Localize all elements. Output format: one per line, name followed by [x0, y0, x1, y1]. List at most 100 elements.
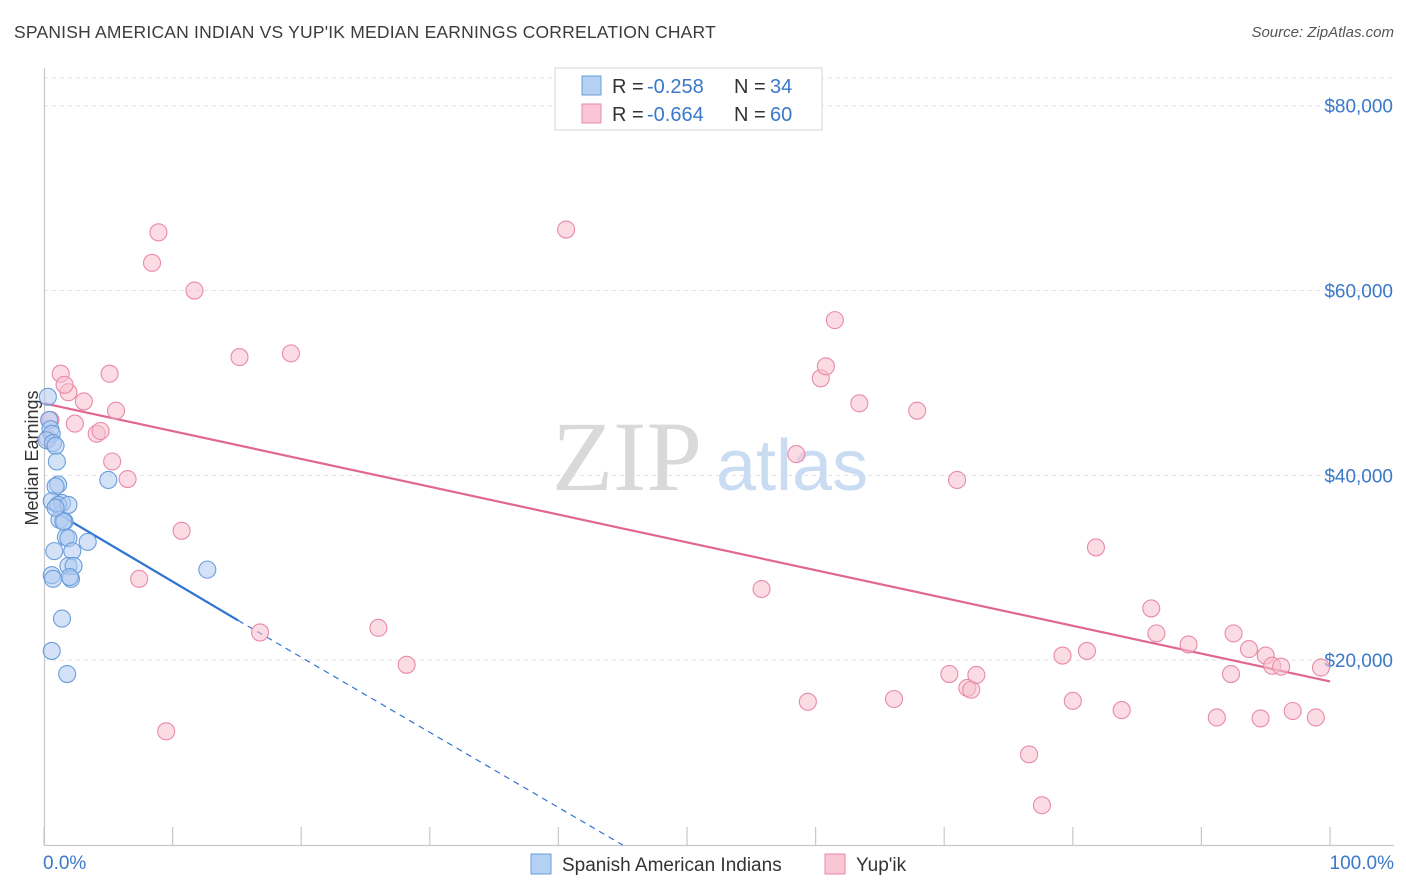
data-point-spanish-american-indians [198, 560, 217, 579]
data-point-yupik [74, 392, 93, 411]
data-point-yupik [787, 445, 806, 464]
data-point-yupik [908, 401, 927, 420]
data-point-yupik [967, 665, 986, 685]
data-point-spanish-american-indians [99, 470, 118, 490]
data-point-yupik [149, 223, 168, 242]
data-point-spanish-american-indians [54, 512, 73, 531]
trend-lines [43, 402, 1331, 846]
data-point-yupik [103, 452, 122, 471]
y-tick-label: $20,000 [1324, 651, 1393, 672]
data-point-yupik [1032, 796, 1051, 815]
data-point-yupik [884, 689, 904, 709]
data-point-spanish-american-indians [46, 436, 65, 455]
data-point-yupik [281, 344, 300, 363]
source-label: Source: ZipAtlas.com [1251, 24, 1394, 41]
y-tick-label: $40,000 [1324, 466, 1393, 487]
x-tick-label-max: 100.0% [1330, 853, 1395, 874]
data-point-yupik [100, 364, 119, 383]
data-point-yupik [106, 401, 126, 420]
data-point-yupik [940, 664, 959, 684]
series-legend: Spanish American Indians Yup'ik [530, 853, 907, 876]
data-point-yupik [1053, 646, 1072, 665]
data-point-yupik [1306, 708, 1325, 727]
series-legend-label: Spanish American Indians [562, 855, 782, 876]
data-point-spanish-american-indians [60, 567, 79, 587]
data-point-yupik [91, 421, 110, 441]
legend-swatch-pink [581, 103, 602, 124]
data-point-spanish-american-indians [38, 387, 57, 406]
series-legend-swatch-blue [530, 853, 552, 875]
data-point-yupik [825, 311, 844, 330]
y-tick-label: $60,000 [1324, 282, 1393, 303]
trend-line-extension [237, 619, 624, 846]
data-point-yupik [157, 722, 176, 741]
data-point-spanish-american-indians [42, 641, 61, 660]
data-point-yupik [1179, 635, 1198, 654]
data-point-yupik [948, 470, 967, 490]
legend-n-label: N = [734, 76, 766, 98]
correlation-legend: R = -0.258 N = 34 R = -0.664 N = 60 [554, 67, 823, 131]
trend-line-spanish-american-indians [47, 506, 239, 622]
series-legend-swatch-pink [824, 853, 846, 875]
data-point-yupik [65, 414, 84, 433]
data-point-spanish-american-indians [46, 477, 65, 496]
data-point-yupik [130, 569, 149, 588]
data-point-yupik [142, 253, 162, 272]
data-point-yupik [752, 579, 771, 599]
legend-r-label: R = [612, 76, 644, 98]
chart-title: SPANISH AMERICAN INDIAN VS YUP'IK MEDIAN… [14, 22, 716, 42]
data-point-yupik [1224, 624, 1243, 643]
data-point-yupik [172, 521, 191, 540]
data-point-spanish-american-indians [58, 664, 77, 684]
data-point-yupik [1283, 701, 1302, 721]
data-point-yupik [1272, 657, 1291, 676]
data-point-yupik [1207, 708, 1226, 727]
data-point-yupik [798, 692, 817, 711]
legend-n-label: N = [734, 104, 766, 126]
data-point-spanish-american-indians [52, 609, 72, 628]
data-point-yupik [185, 281, 204, 300]
watermark-zip: ZIP [552, 401, 702, 512]
data-point-yupik [1251, 709, 1270, 728]
data-point-yupik [1142, 599, 1161, 618]
gridlines [44, 77, 1394, 661]
legend-r-value: -0.664 [647, 104, 704, 126]
data-point-yupik [118, 470, 137, 489]
legend-n-value: 34 [770, 76, 792, 98]
legend-r-value: -0.258 [647, 76, 704, 98]
data-point-spanish-american-indians [45, 542, 64, 561]
y-axis-label: Median Earnings [22, 390, 42, 525]
data-point-yupik [1020, 745, 1039, 764]
data-point-spanish-american-indians [47, 452, 66, 471]
data-points [37, 220, 1331, 815]
data-point-yupik [1063, 691, 1082, 710]
data-point-yupik [397, 655, 416, 674]
data-point-yupik [1147, 624, 1166, 643]
y-tick-labels: $20,000 $40,000 $60,000 $80,000 [1324, 97, 1393, 672]
x-tick-label-min: 0.0% [43, 853, 86, 874]
data-point-yupik [850, 394, 869, 413]
data-point-yupik [1112, 701, 1131, 720]
data-point-yupik [1086, 538, 1105, 557]
data-point-yupik [557, 220, 576, 239]
data-point-yupik [816, 357, 835, 376]
data-point-yupik [230, 348, 249, 367]
trend-line-yupik [43, 402, 1331, 683]
legend-r-label: R = [612, 104, 644, 126]
data-point-yupik [1077, 641, 1096, 660]
watermark: ZIP atlas [552, 401, 868, 512]
x-axis-ticks [43, 827, 1331, 845]
legend-n-value: 60 [770, 104, 792, 126]
data-point-spanish-american-indians [43, 569, 63, 588]
data-point-yupik [250, 623, 270, 642]
series-legend-label: Yup'ik [856, 855, 907, 876]
y-tick-label: $80,000 [1324, 97, 1393, 118]
data-point-yupik [1221, 664, 1241, 684]
data-point-yupik [55, 375, 74, 394]
data-point-yupik [1239, 640, 1259, 659]
data-point-yupik [369, 618, 388, 637]
data-point-yupik [1311, 658, 1331, 677]
legend-swatch-blue [581, 75, 602, 96]
data-point-spanish-american-indians [46, 498, 65, 517]
